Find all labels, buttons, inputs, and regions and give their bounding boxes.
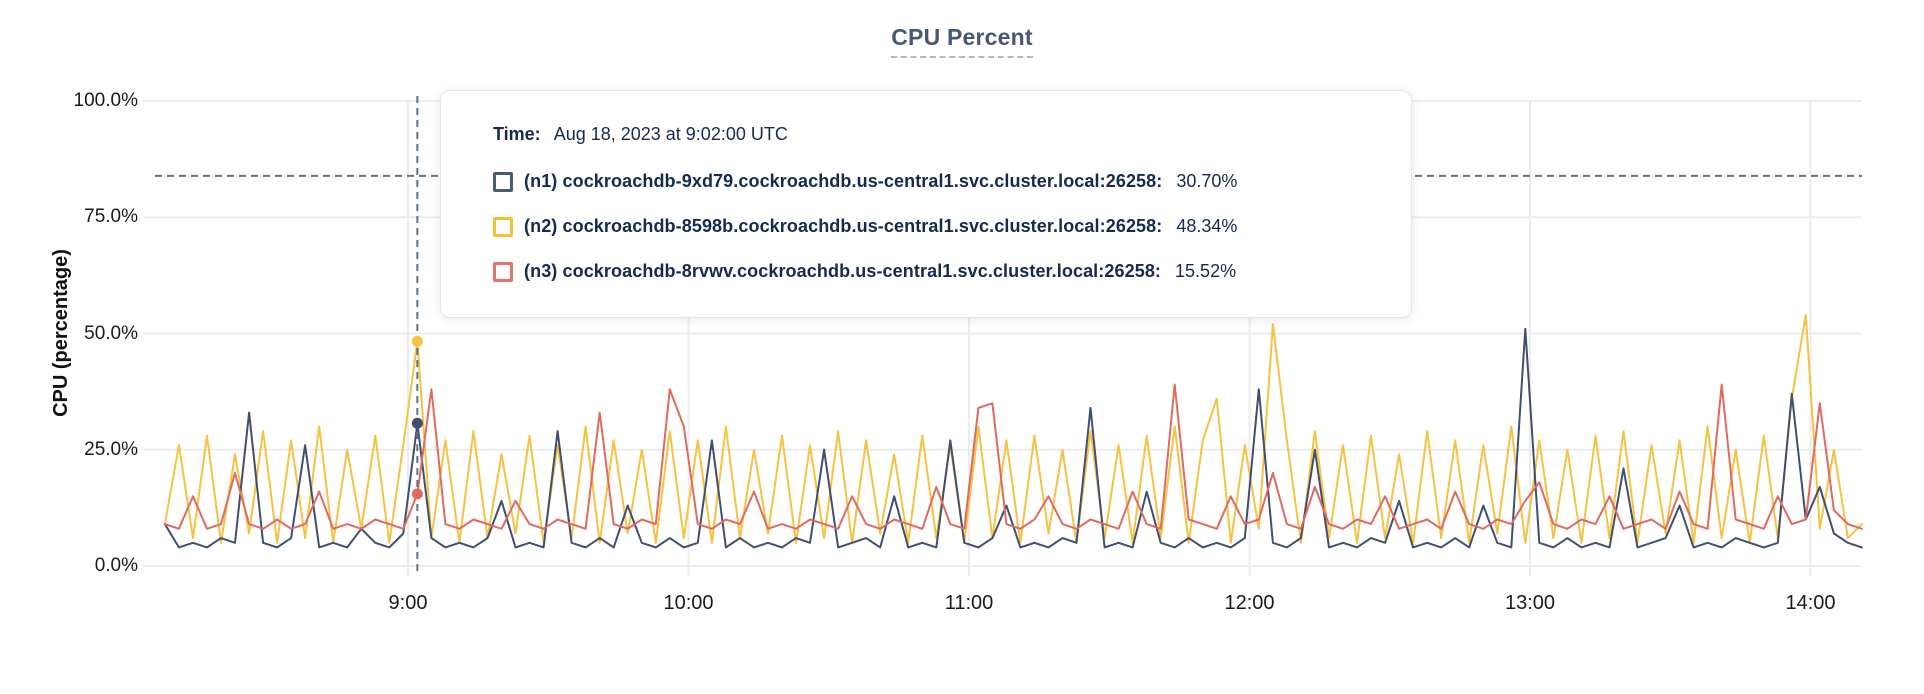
x-tick-label: 13:00 [1504, 592, 1556, 614]
series-n3-color-swatch-icon [493, 261, 513, 282]
series-n2-name: (n2) cockroachdb-8598b.cockroachdb.us-ce… [524, 216, 1163, 236]
chart-header: CPU Percent [0, 24, 1924, 58]
y-tick-label: 75.0% [84, 206, 138, 228]
tooltip-time-label: Time: [493, 124, 541, 144]
x-tick-label: 11:00 [944, 592, 994, 614]
chart-tooltip: Time: Aug 18, 2023 at 9:02:00 UTC (n1) c… [440, 90, 1412, 318]
series-n1-value: 30.70% [1176, 171, 1238, 191]
chart-title[interactable]: CPU Percent [891, 24, 1033, 58]
y-tick-label: 50.0% [84, 322, 138, 344]
series-n2-color-swatch-icon [493, 216, 513, 237]
series-n1-color-swatch-icon [493, 171, 513, 192]
series-n2-value: 48.34% [1176, 216, 1238, 236]
y-tick-label: 25.0% [84, 438, 138, 460]
x-tick-label: 12:00 [1224, 592, 1275, 614]
y-tick-label: 100.0% [73, 90, 138, 111]
series-n3-value: 15.52% [1175, 261, 1237, 281]
x-tick-label: 10:00 [663, 592, 714, 614]
y-tick-label: 0.0% [94, 555, 138, 576]
tooltip-series-row: (n3) cockroachdb-8rvwv.cockroachdb.us-ce… [493, 261, 1381, 282]
tooltip-time-row: Time: Aug 18, 2023 at 9:02:00 UTC [493, 124, 1381, 145]
series-n1-name: (n1) cockroachdb-9xd79.cockroachdb.us-ce… [524, 171, 1163, 191]
x-tick-label: 14:00 [1785, 592, 1836, 614]
series-n3-name: (n3) cockroachdb-8rvwv.cockroachdb.us-ce… [524, 261, 1162, 281]
tooltip-series-row: (n1) cockroachdb-9xd79.cockroachdb.us-ce… [493, 171, 1381, 192]
x-tick-label: 9:00 [388, 592, 428, 614]
tooltip-time-value: Aug 18, 2023 at 9:02:00 UTC [553, 124, 788, 144]
tooltip-series-row: (n2) cockroachdb-8598b.cockroachdb.us-ce… [493, 216, 1381, 237]
